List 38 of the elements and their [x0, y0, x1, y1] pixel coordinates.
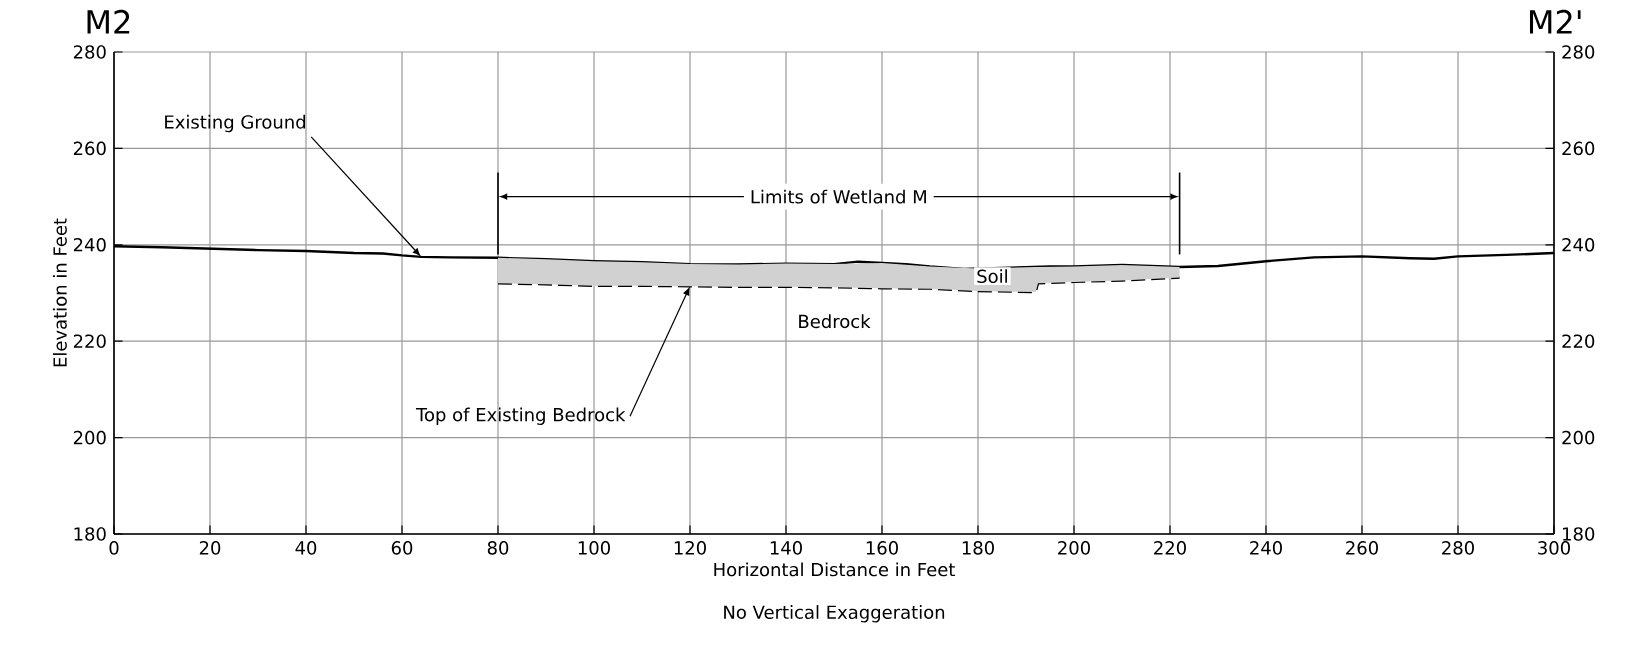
- text: No Vertical Exaggeration: [724, 605, 945, 623]
- x-axis-title: Horizontal Distance in Feet: [714, 562, 955, 577]
- text: Existing Ground: [165, 114, 305, 133]
- y-tick-label: 240: [73, 237, 106, 252]
- x-tick-label: 120: [674, 541, 706, 555]
- x-tick-label: 220: [1154, 541, 1186, 555]
- x-tick-label: 100: [578, 541, 610, 555]
- y-axis-title: Elevation in Feet: [52, 218, 67, 367]
- x-tick-label: 160: [866, 541, 898, 555]
- x-tick-label: 80: [487, 541, 509, 555]
- x-tick-label: 300: [1538, 541, 1570, 555]
- y-tick-label: 220: [73, 334, 106, 348]
- y-tick-label: 200: [73, 430, 106, 445]
- text: M2': [1529, 9, 1581, 34]
- x-tick-label: 0: [109, 541, 119, 555]
- y-tick-label: 280: [73, 45, 106, 59]
- y-tick-label: 180: [74, 527, 106, 541]
- y2-tick-label: 260: [1562, 141, 1595, 156]
- y2-tick-label: 220: [1562, 334, 1595, 348]
- y2-tick-label: 280: [1562, 45, 1595, 59]
- x-tick-label: 180: [962, 541, 994, 555]
- x-tick-label: 260: [1346, 541, 1378, 555]
- annotation: Bedrock: [799, 314, 871, 329]
- x-tick-label: 280: [1442, 541, 1474, 555]
- text: Top of Existing Bedrock: [415, 407, 626, 425]
- y2-tick-label: 180: [1563, 527, 1595, 541]
- ref-line-label: Limits of Wetland M: [751, 189, 926, 204]
- x-tick-label: 20: [199, 541, 221, 555]
- y2-tick-label: 200: [1562, 430, 1595, 445]
- y2-tick-label: 240: [1562, 237, 1595, 252]
- text: M2: [87, 9, 130, 34]
- x-tick-label: 240: [1250, 541, 1282, 555]
- annotation: Soil: [977, 269, 1007, 284]
- x-tick-label: 40: [295, 541, 317, 555]
- x-tick-label: 140: [770, 541, 802, 555]
- x-tick-label: 60: [391, 541, 413, 555]
- y-tick-label: 260: [73, 141, 106, 156]
- x-tick-label: 200: [1058, 541, 1090, 555]
